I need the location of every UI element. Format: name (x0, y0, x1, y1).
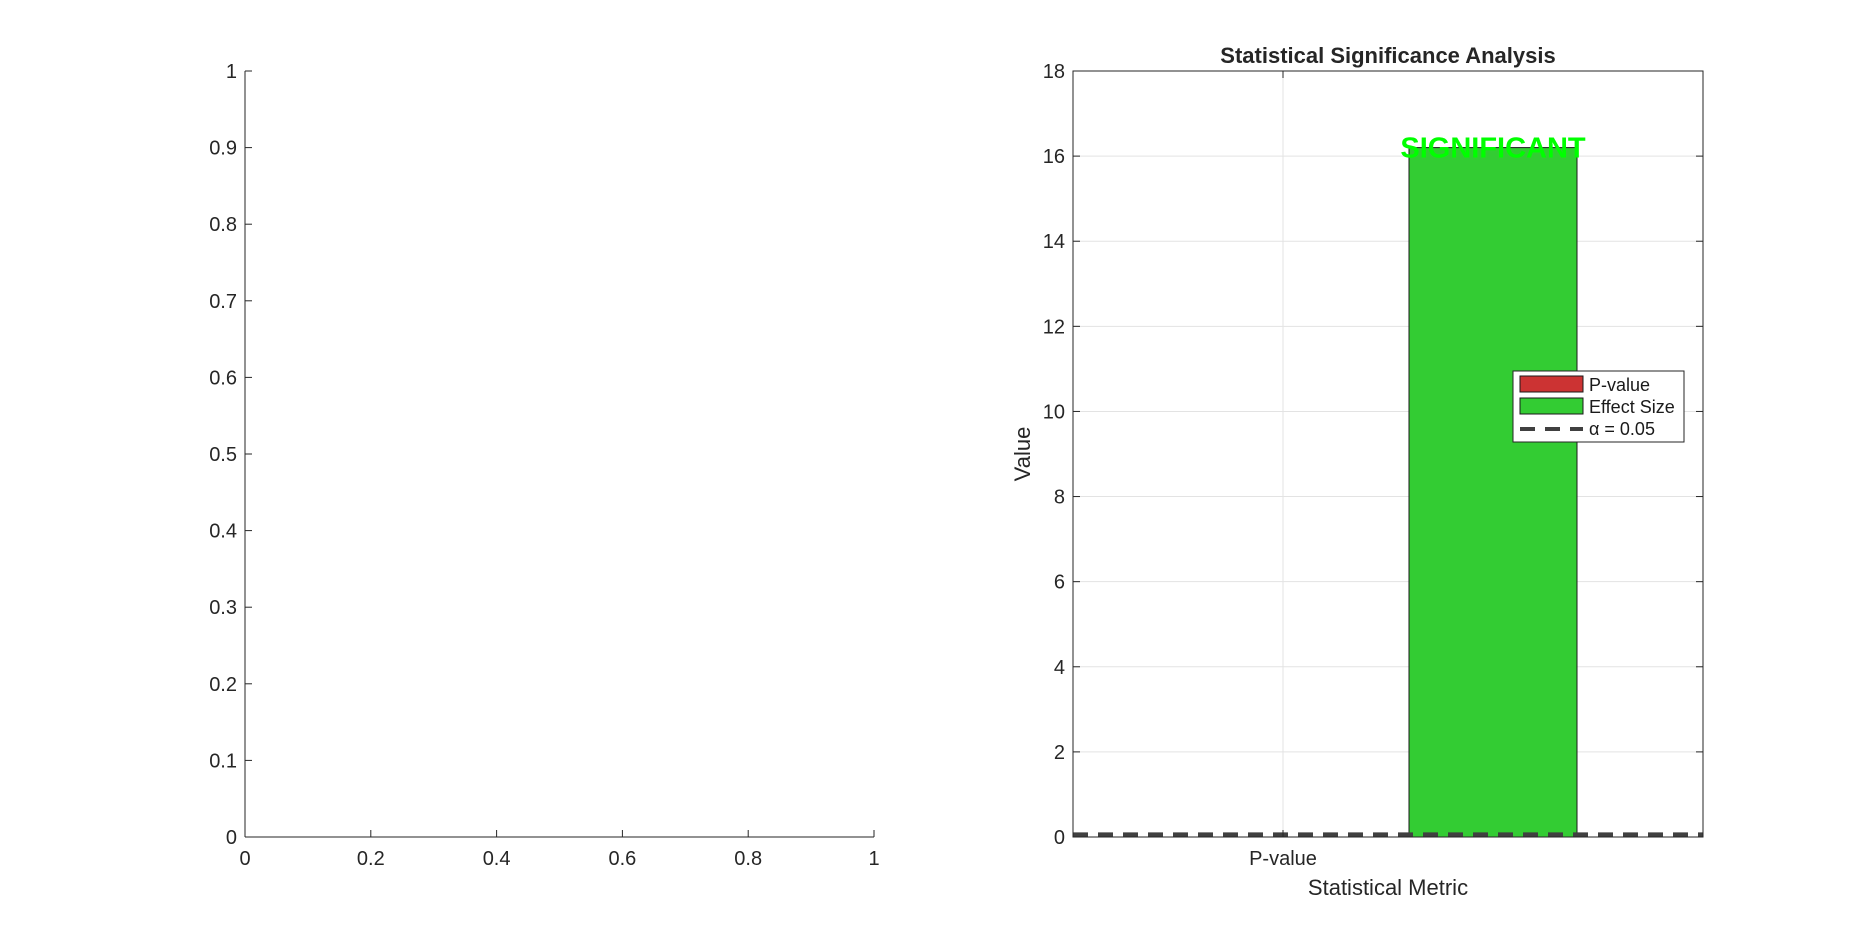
right-y-tick-label: 0 (1054, 827, 1065, 849)
left-y-tick-label: 0.4 (209, 521, 237, 543)
left-axes: 0 0.1 0.2 0.3 0.4 0.5 0.6 0.7 0.8 0.9 1 0 0.2 0.4 0.6 0… (209, 61, 879, 870)
right-y-tick-label: 12 (1043, 316, 1065, 338)
left-y-tick-label: 0.3 (209, 597, 237, 619)
right-y-tick-label: 18 (1043, 61, 1065, 83)
left-x-tick-label: 0.4 (483, 848, 511, 870)
right-y-tick-label: 10 (1043, 401, 1065, 423)
right-axes-box (1072, 70, 1704, 838)
left-y-tick-label: 0.1 (209, 750, 237, 772)
left-y-tick-label: 0.9 (209, 138, 237, 160)
left-y-tick-label: 0.5 (209, 444, 237, 466)
left-y-tick-label: 0 (226, 827, 237, 849)
right-y-tick-label: 2 (1054, 742, 1065, 764)
left-y-tick-label: 1 (226, 61, 237, 83)
legend-entry-label: α = 0.05 (1589, 419, 1655, 439)
right-axes: 0 2 4 6 8 10 12 14 16 18 P-value Statistical Signi… (1010, 43, 1704, 900)
right-axes-ticks: 0 2 4 6 8 10 12 14 16 18 P-value (1043, 61, 1703, 870)
right-y-tick-label: 14 (1043, 231, 1065, 253)
left-x-tick-label: 0.2 (357, 848, 385, 870)
x-axis-label: Statistical Metric (1308, 875, 1468, 900)
legend-entry-label: P-value (1589, 375, 1650, 395)
legend-swatch (1519, 375, 1584, 393)
left-x-tick-label: 1 (868, 848, 879, 870)
right-axes-bars (1408, 147, 1578, 838)
left-y-tick-label: 0.2 (209, 674, 237, 696)
y-axis-label: Value (1010, 427, 1035, 482)
right-y-tick-label: 4 (1054, 657, 1065, 679)
left-y-tick-label: 0.7 (209, 291, 237, 313)
right-y-tick-label: 8 (1054, 487, 1065, 509)
chart-title: Statistical Significance Analysis (1220, 43, 1555, 68)
left-y-tick-label: 0.8 (209, 214, 237, 236)
left-x-tick-label: 0 (239, 848, 250, 870)
legend-entry-label: Effect Size (1589, 397, 1675, 417)
left-x-tick-label: 0.6 (608, 848, 636, 870)
left-y-tick-label: 0.6 (209, 367, 237, 389)
left-x-tick-label: 0.8 (734, 848, 762, 870)
right-x-tick-label: P-value (1249, 848, 1317, 870)
bar-effect-size (1408, 147, 1578, 838)
legend-swatch (1519, 397, 1584, 415)
right-y-tick-label: 16 (1043, 146, 1065, 168)
left-axes-ticks: 0 0.1 0.2 0.3 0.4 0.5 0.6 0.7 0.8 0.9 1 0 0.2 0.4 0.6 0… (209, 61, 879, 870)
right-y-tick-label: 6 (1054, 572, 1065, 594)
right-axes-grid (1073, 70, 1703, 838)
significance-annotation: SIGNIFICANT (1400, 133, 1586, 165)
